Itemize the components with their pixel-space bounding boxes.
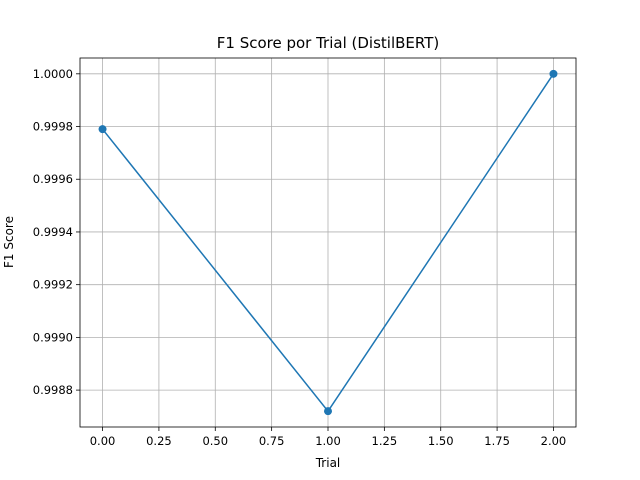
y-tick-label: 0.9994: [33, 225, 73, 239]
data-point: [324, 407, 332, 416]
x-tick-label: 0.75: [259, 434, 285, 448]
x-axis-label: Trial: [315, 456, 341, 470]
data-point: [549, 69, 558, 78]
y-tick-label: 0.9988: [33, 383, 73, 397]
y-tick-label: 0.9992: [33, 278, 73, 292]
chart-title: F1 Score por Trial (DistilBERT): [217, 34, 440, 52]
x-tick-label: 0.50: [202, 434, 228, 448]
x-tick-label: 0.25: [146, 434, 172, 448]
y-axis-label: F1 Score: [2, 216, 16, 268]
y-tick-label: 0.9996: [33, 172, 73, 186]
x-tick-label: 1.50: [428, 434, 454, 448]
x-tick-label: 0.00: [90, 434, 116, 448]
grid: [80, 58, 576, 427]
y-tick-label: 1.0000: [33, 67, 73, 81]
x-tick-label: 2.00: [541, 434, 567, 448]
y-axis: 0.9988 0.9990 0.9992 0.9994 0.9996 0.9998 1.00…: [33, 67, 80, 397]
y-tick-label: 0.9998: [33, 120, 73, 134]
x-axis: 0.00 0.25 0.50 0.75 1.00 1.25 1.50 1.75 2.00: [90, 427, 567, 448]
series-layer: [98, 69, 558, 416]
data-point: [98, 125, 107, 134]
y-tick-label: 0.9990: [33, 330, 73, 344]
x-tick-label: 1.00: [315, 434, 341, 448]
x-tick-label: 1.25: [372, 434, 398, 448]
x-tick-label: 1.75: [484, 434, 510, 448]
